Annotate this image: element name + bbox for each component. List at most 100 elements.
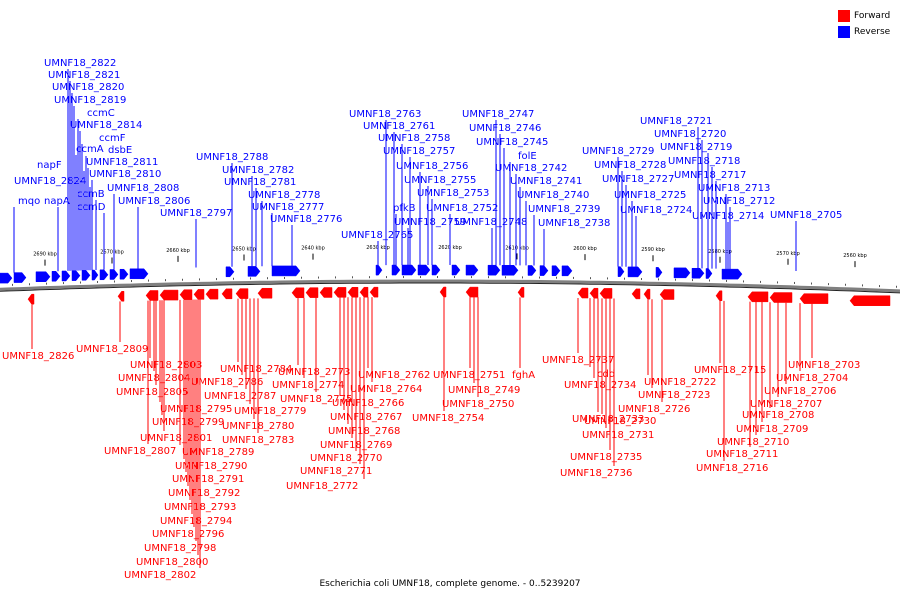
forward-gene-arrow <box>179 289 193 300</box>
forward-gene-label: UMNF18_2804 <box>118 373 190 384</box>
reverse-gene-label: UMNF18_2797 <box>160 208 232 219</box>
scale-tick-label: 2590 kbp <box>641 247 665 253</box>
reverse-gene-arrow <box>673 267 691 279</box>
minor-tick <box>709 279 710 282</box>
forward-gene-arrow <box>347 287 359 298</box>
minor-tick <box>505 276 506 279</box>
reverse-gene-arrow <box>527 265 537 276</box>
reverse-gene-label: UMNF18_2712 <box>703 196 775 207</box>
reverse-gene-label: UMNF18_2739 <box>528 204 600 215</box>
minor-tick <box>46 282 47 285</box>
reverse-gene-label: UMNF18_2753 <box>417 188 489 199</box>
minor-tick <box>216 278 217 281</box>
forward-gene-label: UMNF18_2807 <box>104 446 176 457</box>
forward-gene-arrow <box>747 291 769 303</box>
minor-tick <box>726 279 727 282</box>
forward-gene-label: UMNF18_2723 <box>638 390 710 401</box>
reverse-gene-label: UMNF18_2742 <box>495 163 567 174</box>
forward-gene-label: UMNF18_2803 <box>130 360 202 371</box>
reverse-gene-label: UMNF18_2811 <box>86 157 158 168</box>
forward-gene-label: UMNF18_2736 <box>560 468 632 479</box>
reverse-gene-arrow <box>61 270 71 282</box>
forward-gene-label: UMNF18_2773 <box>278 367 350 378</box>
reverse-gene-label: folE <box>518 151 537 162</box>
reverse-gene-label: UMNF18_2748 <box>455 217 527 228</box>
reverse-gene-arrow <box>705 268 713 279</box>
reverse-gene-label: UMNF18_2788 <box>196 152 268 163</box>
forward-gene-arrow <box>465 286 479 298</box>
reverse-gene-label: dsbE <box>108 145 132 156</box>
forward-gene-label: UMNF18_2767 <box>330 412 402 423</box>
forward-gene-arrow <box>319 287 333 298</box>
reverse-gene-label: UMNF18_2717 <box>674 170 746 181</box>
minor-tick <box>420 276 421 279</box>
reverse-gene-arrow <box>391 264 401 276</box>
forward-gene-label: UMNF18_2784 <box>220 364 292 375</box>
reverse-gene-label: UMNF18_2820 <box>52 82 124 93</box>
reverse-gene-arrow <box>539 265 549 276</box>
minor-tick <box>845 283 846 286</box>
forward-gene-label: UMNF18_2792 <box>168 488 240 499</box>
minor-tick <box>267 277 268 280</box>
reverse-gene-label: UMNF18_2808 <box>107 183 179 194</box>
scale-tick-label: 2690 kbp <box>33 252 57 258</box>
forward-gene-label: UMNF18_2786 <box>191 377 263 388</box>
reverse-gene-label: UMNF18_2721 <box>640 116 712 127</box>
minor-tick <box>250 277 251 280</box>
reverse-gene-label: UMNF18_2806 <box>118 196 190 207</box>
reverse-gene-label: UMNF18_2763 <box>349 109 421 120</box>
scale-tick-label: 2560 kbp <box>843 253 867 259</box>
reverse-gene-label: UMNF18_2725 <box>614 190 686 201</box>
minor-tick <box>114 280 115 283</box>
forward-gene-arrow <box>589 287 599 299</box>
minor-tick <box>658 278 659 281</box>
minor-tick <box>539 276 540 279</box>
forward-gene-label: UMNF18_2779 <box>234 406 306 417</box>
forward-gene-label: UMNF18_2801 <box>140 433 212 444</box>
forward-gene-label: UMNF18_2789 <box>182 447 254 458</box>
forward-gene-label: UMNF18_2775 <box>280 394 352 405</box>
legend-reverse-label: Reverse <box>854 27 891 37</box>
reverse-gene-label: UMNF18_2719 <box>660 142 732 153</box>
reverse-gene-label: UMNF18_2782 <box>222 165 294 176</box>
minor-tick <box>556 276 557 279</box>
reverse-gene-label: UMNF18_2713 <box>698 183 770 194</box>
forward-gene-label: UMNF18_2772 <box>286 481 358 492</box>
minor-tick <box>301 276 302 279</box>
reverse-gene-arrow <box>617 266 625 277</box>
minor-tick <box>182 278 183 281</box>
forward-gene-label: UMNF18_2791 <box>172 474 244 485</box>
reverse-gene-arrow <box>247 266 261 277</box>
minor-tick <box>97 280 98 283</box>
forward-gene-arrow <box>659 289 675 300</box>
scale-tick-label: 2650 kbp <box>232 247 256 253</box>
minor-tick <box>641 278 642 281</box>
forward-gene-label: UMNF18_2710 <box>717 437 789 448</box>
minor-tick <box>454 276 455 279</box>
reverse-swatch <box>838 26 850 38</box>
forward-gene-arrow <box>193 289 205 300</box>
forward-gene-label: UMNF18_2764 <box>350 384 422 395</box>
minor-tick <box>471 276 472 279</box>
minor-tick <box>148 279 149 282</box>
reverse-gene-label: UMNF18_2724 <box>620 205 692 216</box>
forward-gene-label: UMNF18_2735 <box>570 452 642 463</box>
reverse-gene-arrow <box>401 264 417 276</box>
minor-tick <box>879 285 880 288</box>
reverse-gene-label: mqo <box>18 196 40 207</box>
scale-tick-label: 2600 kbp <box>573 246 597 252</box>
forward-gene-arrow <box>221 288 233 300</box>
scale-tick-label: 2610 kbp <box>505 245 529 251</box>
reverse-gene-label: UMNF18_2747 <box>462 109 534 120</box>
forward-gene-arrow <box>643 288 651 300</box>
reverse-gene-label: UMNF18_2705 <box>770 210 842 221</box>
reverse-gene-label: UMNF18_2781 <box>224 177 296 188</box>
reverse-gene-label: UMNF18_2778 <box>248 190 320 201</box>
minor-tick <box>199 278 200 281</box>
legend-forward-label: Forward <box>854 11 891 21</box>
forward-gene-label: UMNF18_2796 <box>152 529 224 540</box>
reverse-gene-label: UMNF18_2745 <box>476 137 548 148</box>
reverse-gene-label: UMNF18_2720 <box>654 129 726 140</box>
forward-gene-label: UMNF18_2703 <box>788 360 860 371</box>
forward-gene-arrow <box>715 290 723 302</box>
